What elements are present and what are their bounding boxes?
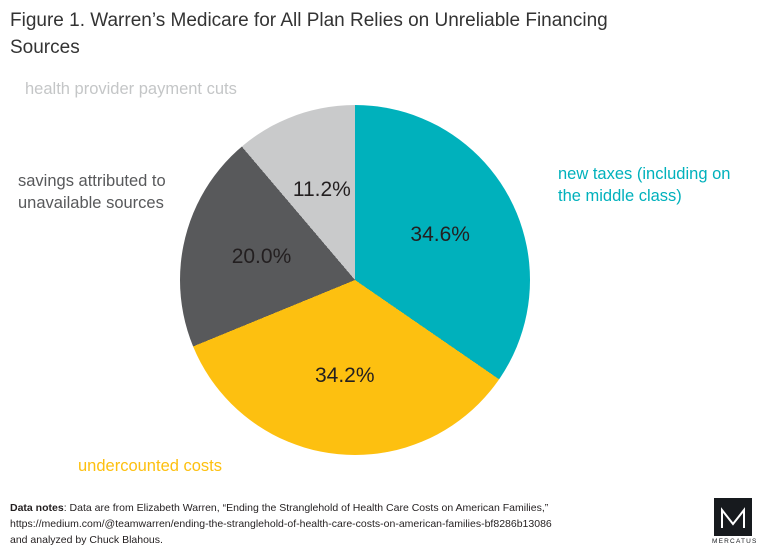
- data-notes-line-1: Data notes: Data are from Elizabeth Warr…: [10, 501, 590, 517]
- pie-percent-label-savings: 20.0%: [231, 245, 292, 269]
- mercatus-logo-text: MERCATUS: [712, 538, 758, 545]
- mercatus-logo: MERCATUS: [712, 498, 758, 545]
- slice-label-health-provider-payment-cuts: health provider payment cuts: [25, 80, 237, 98]
- mercatus-logo-icon: [714, 498, 752, 536]
- data-notes-line-1-text: : Data are from Elizabeth Warren, “Endin…: [63, 502, 549, 514]
- data-notes: Data notes: Data are from Elizabeth Warr…: [10, 501, 590, 548]
- pie-percent-label-undercounted-costs: 34.2%: [314, 363, 375, 387]
- data-notes-line-3: and analyzed by Chuck Blahous.: [10, 533, 163, 546]
- slice-label-new-taxes: new taxes (including on the middle class…: [558, 165, 731, 206]
- slice-label-savings-unavailable-sources: savings attributed to unavailable source…: [18, 172, 166, 213]
- data-notes-line-2: https://medium.com/@teamwarren/ending-th…: [10, 517, 552, 530]
- figure-title: Figure 1. Warren’s Medicare for All Plan…: [10, 10, 608, 58]
- pie-percent-label-new-taxes: 34.6%: [410, 223, 470, 247]
- pie-chart: 34.6% 34.2% 20.0% 11.2%: [180, 105, 530, 455]
- pie-percent-label-provider-cuts: 11.2%: [292, 177, 351, 201]
- data-notes-label: Data notes: [10, 502, 64, 514]
- slice-label-undercounted-costs: undercounted costs: [78, 457, 223, 475]
